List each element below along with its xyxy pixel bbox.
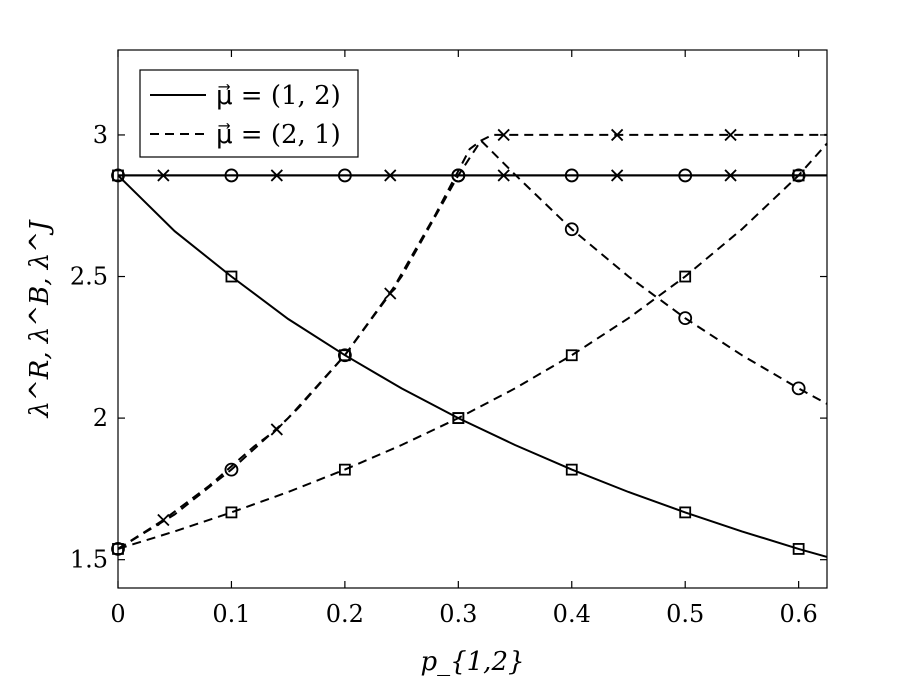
- y-tick-label-3: 2.5: [70, 263, 108, 291]
- marker-s5-7: [791, 381, 806, 396]
- marker-s6-7: [792, 169, 805, 182]
- y-tick-label-1: 1.5: [70, 546, 108, 574]
- marker-s4-1: [157, 513, 170, 527]
- series-line-4: [117, 133, 827, 550]
- marker-s6-3: [338, 463, 351, 476]
- marker-s1-6: [724, 169, 737, 182]
- y-tick-label-2: 2: [93, 404, 108, 432]
- plot-frame: [117, 49, 828, 589]
- marker-s1-4: [497, 169, 510, 182]
- y-tick-label-4: 3: [93, 121, 108, 149]
- x-tick-label-3: 0.2: [326, 600, 364, 628]
- marker-s1-1: [157, 169, 170, 182]
- marker-s1-3: [384, 169, 397, 182]
- series-line-6: [117, 142, 828, 550]
- marker-s6-4: [452, 412, 465, 425]
- marker-s3-2: [225, 270, 238, 283]
- series-layer: [117, 133, 828, 558]
- x-tick-label-7: 0.6: [780, 600, 818, 628]
- marker-s2-2: [224, 168, 239, 183]
- marker-s2-3: [337, 168, 352, 183]
- marker-s5-4: [451, 168, 466, 183]
- marker-s5-3: [337, 348, 352, 363]
- series-line-3: [117, 174, 828, 558]
- x-tick-label-4: 0.3: [439, 600, 477, 628]
- marker-s4-3: [384, 287, 397, 300]
- series-line-5: [117, 139, 828, 550]
- legend-entry-2: μ⃗ = (2, 1): [216, 120, 341, 150]
- marker-s4-2: [270, 423, 283, 436]
- x-tick-label-5: 0.4: [553, 600, 591, 628]
- legend-box: [139, 69, 359, 158]
- x-tick-label-2: 0.1: [212, 600, 250, 628]
- legend-entry-1: μ⃗ = (1, 2): [216, 81, 341, 111]
- marker-s4-4: [497, 128, 510, 142]
- marker-s6-5: [565, 349, 578, 362]
- marker-s5-2: [224, 462, 239, 477]
- marker-s2-5: [564, 168, 579, 183]
- x-tick-label-1: 0: [110, 600, 125, 628]
- marker-s3-3: [338, 349, 351, 362]
- x-axis-label: p_{1,2}: [420, 647, 524, 677]
- marker-s6-2: [225, 506, 238, 519]
- marker-s1-2: [270, 169, 283, 182]
- legend: μ⃗ = (1, 2) μ⃗ = (2, 1): [139, 69, 359, 158]
- y-axis-label: λ^R, λ^B, λ^J: [25, 219, 55, 419]
- marker-s5-5: [564, 222, 579, 237]
- tick-layer: 0 0.1 0.2 0.3 0.4 0.5 0.6 1.5 2 2.5 3: [70, 50, 827, 628]
- marker-s6-6: [679, 270, 692, 283]
- marker-layer: [111, 128, 806, 556]
- marker-s2-6: [678, 168, 693, 183]
- marker-s1-5: [610, 169, 624, 182]
- marker-s3-5: [565, 463, 578, 476]
- marker-s4-6: [724, 128, 737, 142]
- marker-s2-7: [791, 168, 806, 183]
- marker-s3-6: [679, 506, 692, 519]
- marker-s3-7: [792, 543, 805, 555]
- marker-s5-6: [678, 311, 693, 326]
- x-tick-label-6: 0.5: [666, 600, 704, 628]
- marker-s4-5: [610, 128, 624, 142]
